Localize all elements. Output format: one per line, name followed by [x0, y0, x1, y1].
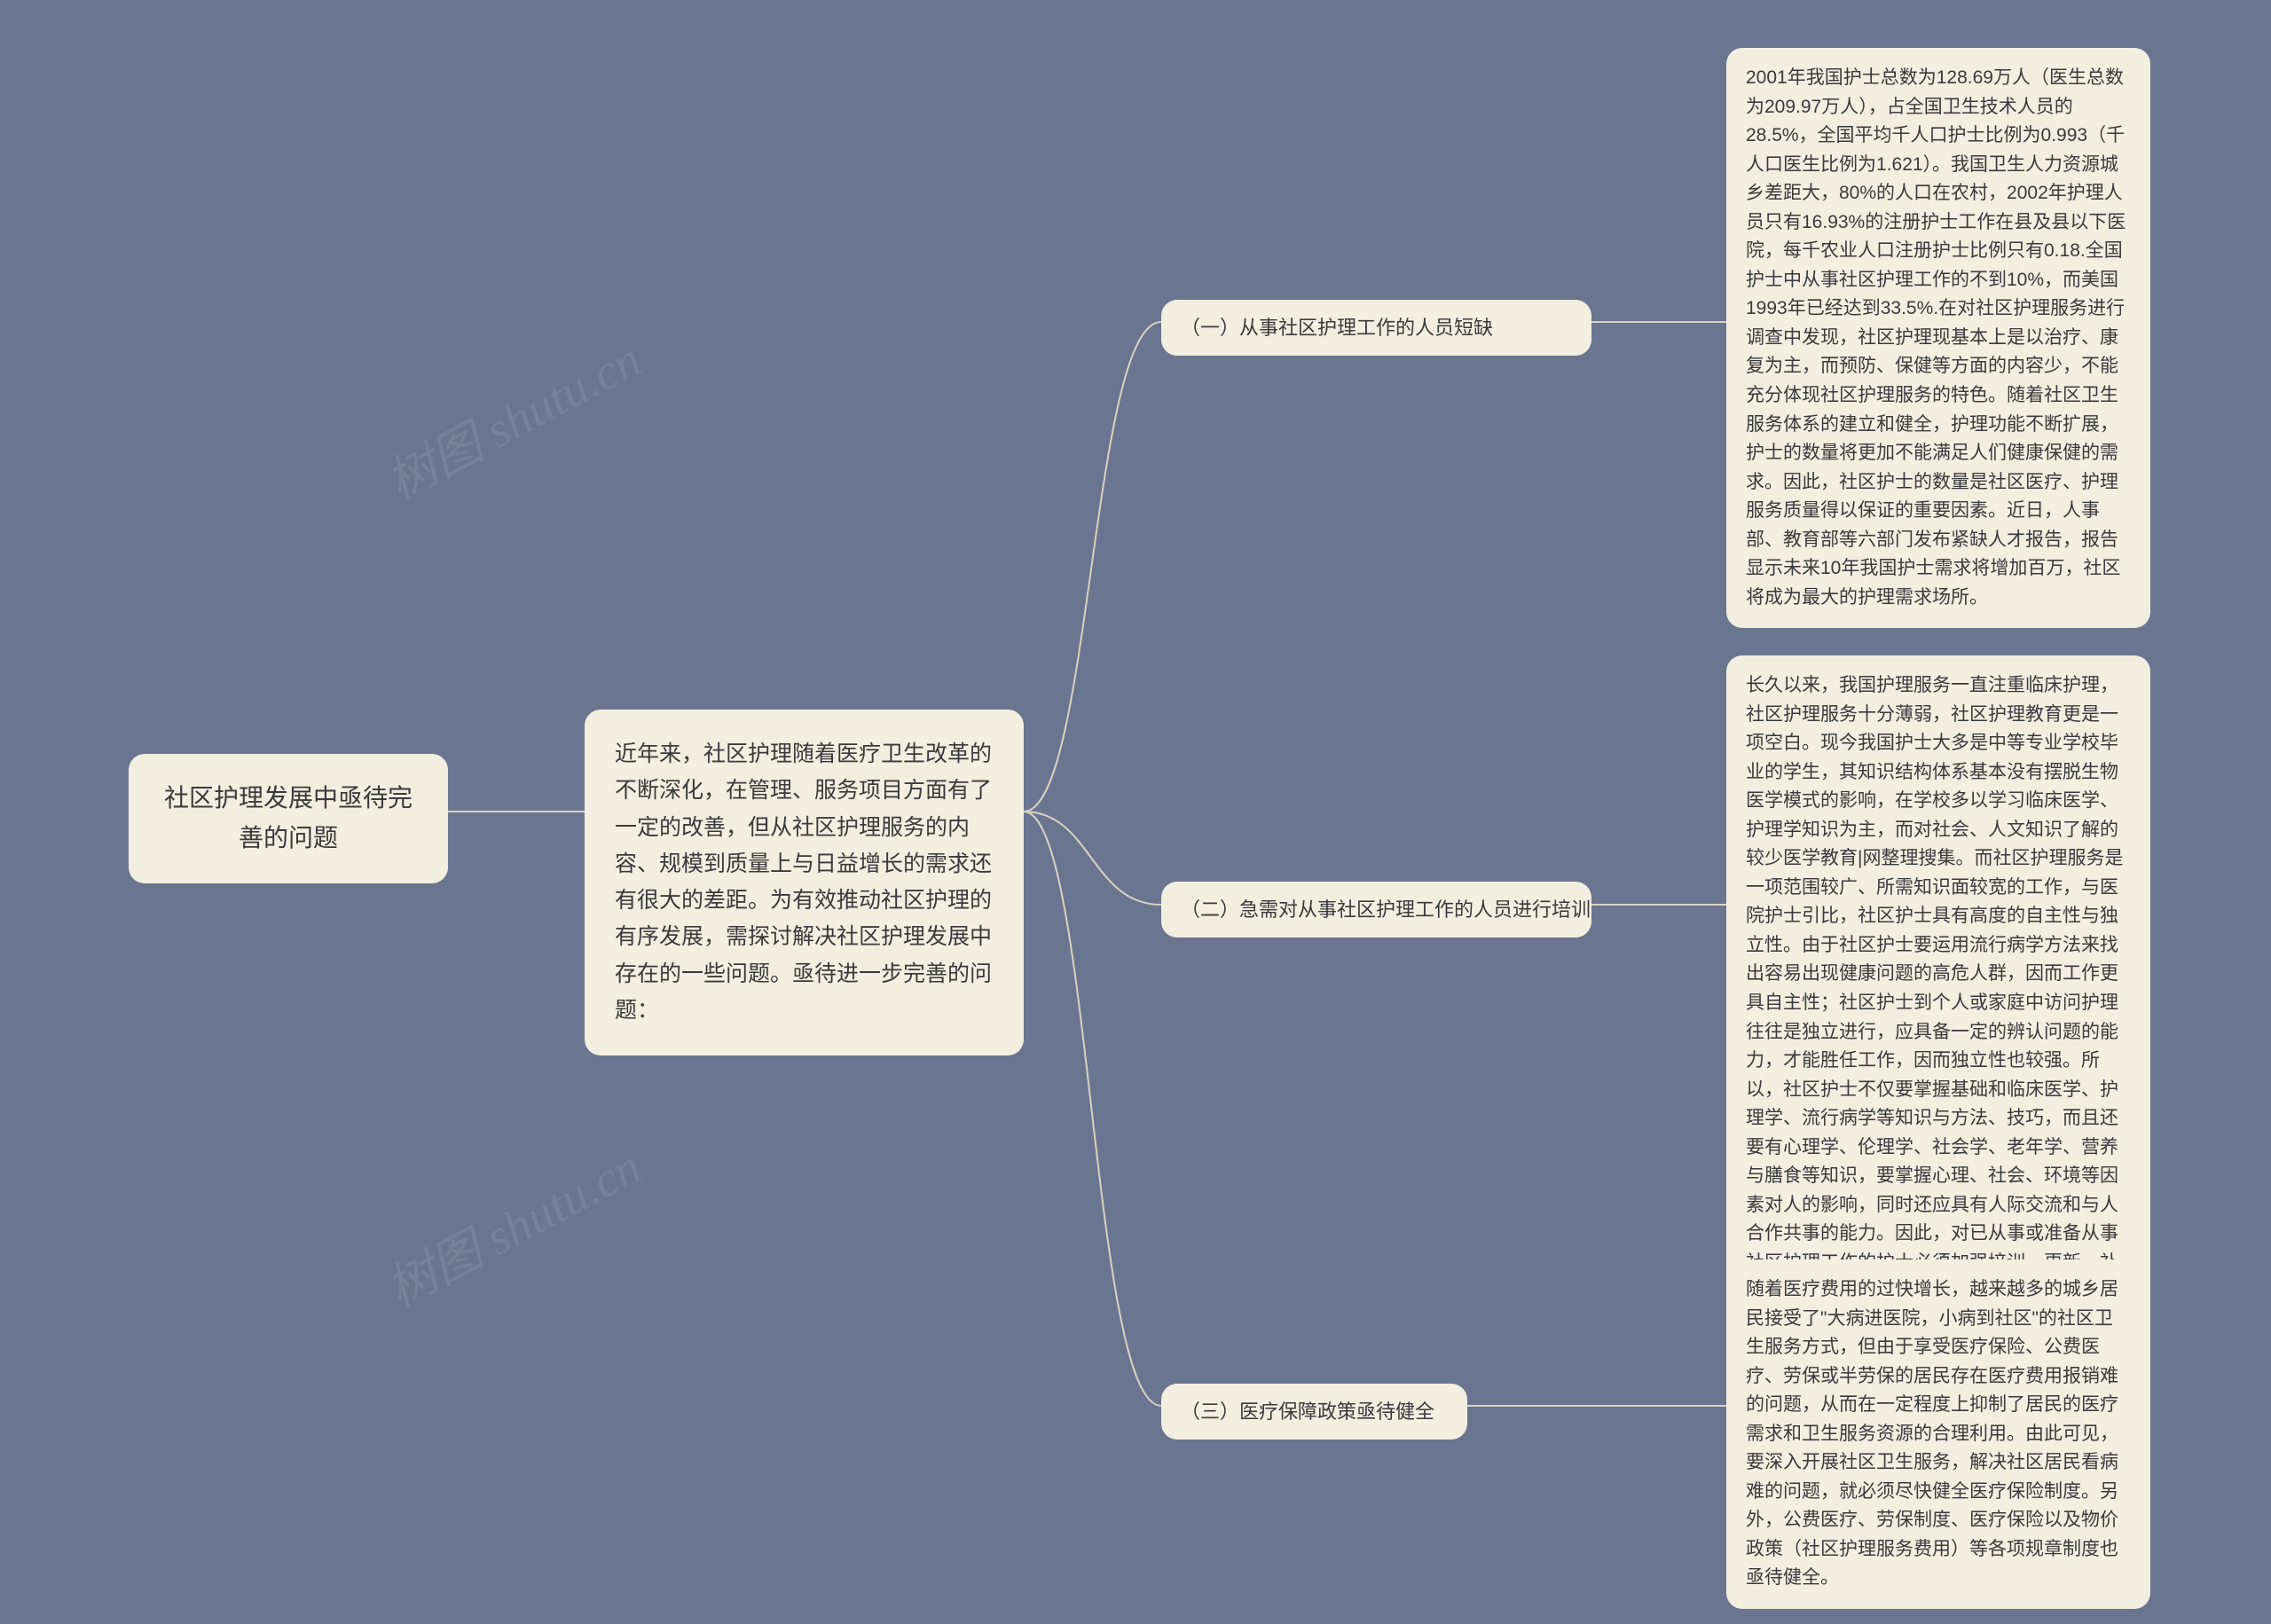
branch-node-2-leaf: 长久以来，我国护理服务一直注重临床护理，社区护理服务十分薄弱，社区护理教育更是一…	[1726, 655, 2150, 1352]
branch-node-1-title: （一）从事社区护理工作的人员短缺	[1161, 300, 1591, 356]
watermark: 树图 shutu.cn	[372, 320, 651, 514]
root-node: 社区护理发展中亟待完善的问题	[129, 754, 448, 883]
branch-node-1-leaf: 2001年我国护士总数为128.69万人（医生总数为209.97万人），占全国卫…	[1726, 48, 2150, 628]
intro-node: 近年来，社区护理随着医疗卫生改革的不断深化，在管理、服务项目方面有了一定的改善，…	[585, 710, 1024, 1055]
branch-node-2-title: （二）急需对从事社区护理工作的人员进行培训	[1161, 882, 1591, 938]
branch-node-3-title: （三）医疗保障政策亟待健全	[1161, 1384, 1467, 1440]
watermark: 树图 shutu.cn	[372, 1127, 651, 1322]
branch-node-3-leaf: 随着医疗费用的过快增长，越来越多的城乡居民接受了"大病进医院，小病到社区"的社区…	[1726, 1259, 2150, 1609]
